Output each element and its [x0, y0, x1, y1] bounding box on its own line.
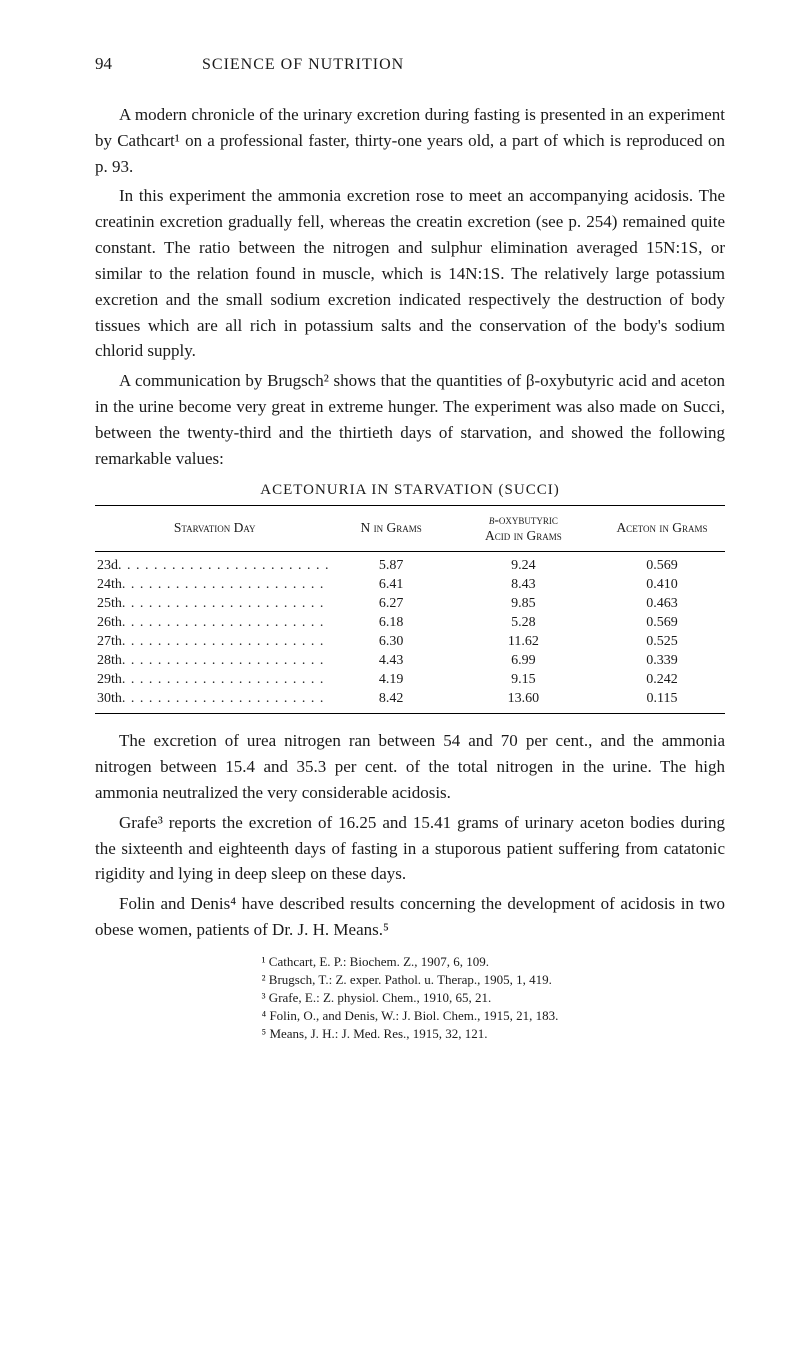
- table-row: 25th. . . . . . . . . . . . . . . . . . …: [95, 595, 725, 614]
- table-row: 26th. . . . . . . . . . . . . . . . . . …: [95, 614, 725, 633]
- cell-aceton: 0.569: [599, 614, 725, 633]
- day-label: 28th: [97, 653, 122, 668]
- cell-day: 24th. . . . . . . . . . . . . . . . . . …: [95, 576, 334, 595]
- day-label: 23d: [97, 558, 118, 573]
- paragraph-2: In this experiment the ammonia excretion…: [95, 183, 725, 364]
- cell-n: 6.30: [334, 633, 447, 652]
- paragraph-4: The excretion of urea nitrogen ran betwe…: [95, 728, 725, 805]
- day-label: 29th: [97, 672, 122, 687]
- table-row: 30th. . . . . . . . . . . . . . . . . . …: [95, 690, 725, 714]
- page-number: 94: [95, 54, 112, 74]
- table-row: 27th. . . . . . . . . . . . . . . . . . …: [95, 633, 725, 652]
- dot-leader: . . . . . . . . . . . . . . . . . . . . …: [122, 596, 325, 612]
- table-header-row: Starvation Day N in Grams β-oxybutyricAc…: [95, 505, 725, 552]
- dot-leader: . . . . . . . . . . . . . . . . . . . . …: [122, 672, 325, 688]
- cell-boxy: 8.43: [448, 576, 599, 595]
- cell-day: 26th. . . . . . . . . . . . . . . . . . …: [95, 614, 334, 633]
- dot-leader: . . . . . . . . . . . . . . . . . . . . …: [122, 577, 325, 593]
- footnote-5: ⁵ Means, J. H.: J. Med. Res., 1915, 32, …: [262, 1025, 488, 1043]
- footnotes-wrap: ¹ Cathcart, E. P.: Biochem. Z., 1907, 6,…: [262, 953, 559, 1043]
- cell-aceton: 0.339: [599, 652, 725, 671]
- page-header: 94 SCIENCE OF NUTRITION: [95, 54, 725, 74]
- footnote-2: ² Brugsch, T.: Z. exper. Pathol. u. Ther…: [262, 971, 552, 989]
- table-row: 23d. . . . . . . . . . . . . . . . . . .…: [95, 552, 725, 576]
- cell-aceton: 0.242: [599, 671, 725, 690]
- footnote-3: ³ Grafe, E.: Z. physiol. Chem., 1910, 65…: [262, 989, 492, 1007]
- table-body: 23d. . . . . . . . . . . . . . . . . . .…: [95, 552, 725, 714]
- cell-aceton: 0.115: [599, 690, 725, 714]
- cell-day: 29th. . . . . . . . . . . . . . . . . . …: [95, 671, 334, 690]
- footnote-4: ⁴ Folin, O., and Denis, W.: J. Biol. Che…: [262, 1007, 559, 1025]
- day-label: 25th: [97, 596, 122, 611]
- cell-n: 4.19: [334, 671, 447, 690]
- cell-boxy: 6.99: [448, 652, 599, 671]
- cell-aceton: 0.410: [599, 576, 725, 595]
- paragraph-3: A communication by Brugsch² shows that t…: [95, 368, 725, 471]
- table-title: ACETONURIA IN STARVATION (SUCCI): [95, 482, 725, 499]
- cell-n: 8.42: [334, 690, 447, 714]
- cell-boxy: 11.62: [448, 633, 599, 652]
- cell-aceton: 0.525: [599, 633, 725, 652]
- table-row: 24th. . . . . . . . . . . . . . . . . . …: [95, 576, 725, 595]
- day-label: 30th: [97, 691, 122, 706]
- table-row: 29th. . . . . . . . . . . . . . . . . . …: [95, 671, 725, 690]
- cell-boxy: 9.85: [448, 595, 599, 614]
- col-header-n: N in Grams: [334, 505, 447, 552]
- dot-leader: . . . . . . . . . . . . . . . . . . . . …: [118, 558, 330, 574]
- cell-day: 27th. . . . . . . . . . . . . . . . . . …: [95, 633, 334, 652]
- cell-day: 30th. . . . . . . . . . . . . . . . . . …: [95, 690, 334, 714]
- dot-leader: . . . . . . . . . . . . . . . . . . . . …: [122, 653, 325, 669]
- cell-boxy: 9.15: [448, 671, 599, 690]
- paragraph-1: A modern chronicle of the urinary excret…: [95, 102, 725, 179]
- cell-n: 4.43: [334, 652, 447, 671]
- dot-leader: . . . . . . . . . . . . . . . . . . . . …: [122, 634, 325, 650]
- day-label: 26th: [97, 615, 122, 630]
- cell-n: 6.41: [334, 576, 447, 595]
- cell-day: 28th. . . . . . . . . . . . . . . . . . …: [95, 652, 334, 671]
- cell-n: 5.87: [334, 552, 447, 576]
- cell-boxy: 5.28: [448, 614, 599, 633]
- paragraph-6: Folin and Denis⁴ have described results …: [95, 891, 725, 943]
- running-title: SCIENCE OF NUTRITION: [202, 56, 404, 74]
- cell-day: 25th. . . . . . . . . . . . . . . . . . …: [95, 595, 334, 614]
- cell-n: 6.27: [334, 595, 447, 614]
- day-label: 27th: [97, 634, 122, 649]
- cell-aceton: 0.569: [599, 552, 725, 576]
- col-header-boxy: β-oxybutyricAcid in Grams: [448, 505, 599, 552]
- dot-leader: . . . . . . . . . . . . . . . . . . . . …: [122, 691, 325, 707]
- footnotes: ¹ Cathcart, E. P.: Biochem. Z., 1907, 6,…: [95, 953, 725, 1043]
- table-row: 28th. . . . . . . . . . . . . . . . . . …: [95, 652, 725, 671]
- col-header-day: Starvation Day: [95, 505, 334, 552]
- cell-n: 6.18: [334, 614, 447, 633]
- cell-day: 23d. . . . . . . . . . . . . . . . . . .…: [95, 552, 334, 576]
- col-header-aceton: Aceton in Grams: [599, 505, 725, 552]
- page: 94 SCIENCE OF NUTRITION A modern chronic…: [0, 0, 800, 1103]
- day-label: 24th: [97, 577, 122, 592]
- dot-leader: . . . . . . . . . . . . . . . . . . . . …: [122, 615, 325, 631]
- paragraph-5: Grafe³ reports the excretion of 16.25 an…: [95, 810, 725, 887]
- acetonuria-table: Starvation Day N in Grams β-oxybutyricAc…: [95, 505, 725, 715]
- cell-boxy: 9.24: [448, 552, 599, 576]
- cell-boxy: 13.60: [448, 690, 599, 714]
- cell-aceton: 0.463: [599, 595, 725, 614]
- footnote-1: ¹ Cathcart, E. P.: Biochem. Z., 1907, 6,…: [262, 953, 489, 971]
